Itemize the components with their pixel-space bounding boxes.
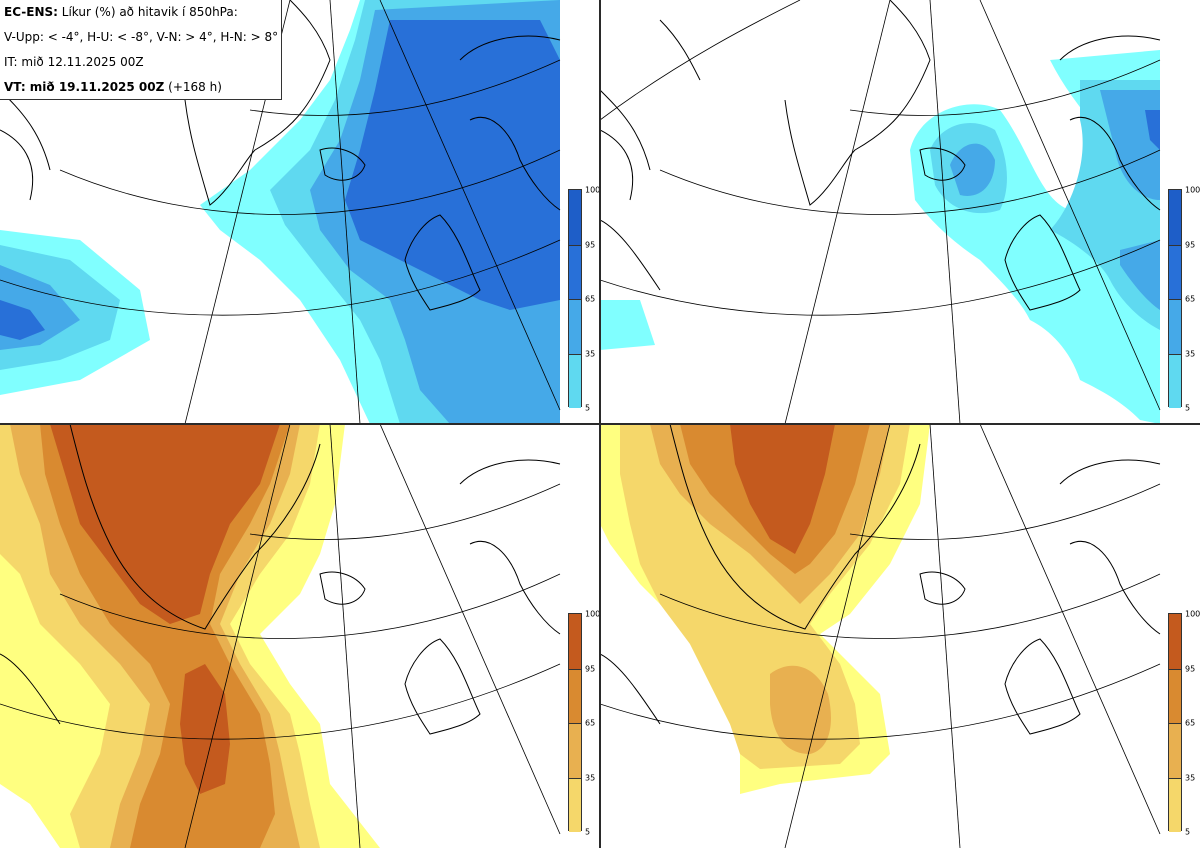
graticule [600,424,1161,848]
colorbar-segment [1169,244,1181,299]
graticule [0,0,561,424]
init-time-line: IT: mið 12.11.2025 00Z [4,55,144,69]
colorbar-tick-label: 95 [1185,240,1196,249]
colorbar-segment [569,299,581,354]
colorbar-tick-label: 65 [585,294,596,304]
graticule [0,424,561,848]
prob-region-95 [0,20,560,340]
probability-map-warm-plus4 [0,424,561,848]
valid-time-line: VT: mið 19.11.2025 00Z (+168 h) [4,75,281,100]
colorbar-tick-label: 95 [585,664,596,673]
colorbar-cold: 100 95 65 35 5 [1168,186,1200,413]
colorbar-segment [1169,190,1181,245]
probability-map-cold-minus4 [0,0,561,424]
colorbar-cold: 100 95 65 35 5 [568,186,600,413]
colorbar-segment [569,244,581,299]
colorbar-tick-label: 100 [585,185,600,195]
colorbar-tick-label: 35 [585,773,596,782]
probability-map-warm-plus8 [600,424,1161,848]
panel-divider-horizontal [0,423,1200,425]
colorbar-segment [569,723,581,778]
colorbar-tick-label: 95 [585,240,596,249]
info-box: EC-ENS: Líkur (%) að hitavik í 850hPa: V… [0,0,282,100]
colorbar-tick-label: 35 [1185,773,1196,782]
graticule [600,0,1161,424]
map-panel-warm-plus4: 100 95 65 35 5 [0,424,600,848]
coastlines [600,424,1161,735]
colorbar-tick-label: 100 [1185,185,1200,195]
colorbar-tick-label: 5 [585,403,591,413]
thresholds-line: V-Upp: < -4°, H-U: < -8°, V-N: > 4°, H-N… [4,30,279,44]
colorbar-segment [569,668,581,723]
prob-region-65 [950,90,1160,310]
colorbar-segment [569,353,581,408]
prob-region-35 [930,80,1160,330]
colorbar-segment [1169,353,1181,408]
prob-region-95 [1145,110,1160,150]
colorbar-segment [1169,668,1181,723]
model-label: EC-ENS: [4,5,58,19]
coastlines [600,0,1161,311]
map-panel-warm-plus8: 100 95 65 35 5 [600,424,1200,848]
coastlines [0,0,561,311]
colorbar-tick-label: 95 [1185,664,1196,673]
prob-region-100 [730,424,835,554]
colorbar-tick-label: 5 [1185,827,1191,837]
colorbar-tick-label: 65 [585,718,596,728]
colorbar-tick-label: 35 [1185,349,1196,358]
colorbar-tick-label: 65 [1185,718,1196,728]
colorbar-tick-label: 5 [1185,403,1191,413]
colorbar-tick-label: 65 [1185,294,1196,304]
coastlines [0,424,561,735]
colorbar-segment [1169,777,1181,832]
valid-time-label: VT: mið 19.11.2025 00Z [4,80,165,94]
title-text: Líkur (%) að hitavik í 850hPa: [61,5,238,19]
colorbar-segment [569,614,581,669]
prob-region-5 [600,50,1160,424]
colorbar-segment [1169,299,1181,354]
colorbar-segment [569,190,581,245]
colorbar-tick-label: 100 [585,609,600,619]
colorbar-segment [1169,723,1181,778]
colorbar-tick-label: 100 [1185,609,1200,619]
map-panel-cold-minus4: EC-ENS: Líkur (%) að hitavik í 850hPa: V… [0,0,600,424]
lead-time: (+168 h) [168,80,222,94]
map-panel-cold-minus8: 100 95 65 35 5 [600,0,1200,424]
colorbar-segment [569,777,581,832]
title-line: EC-ENS: Líkur (%) að hitavik í 850hPa: [4,0,281,25]
probability-map-cold-minus8 [600,0,1161,424]
colorbar-tick-label: 5 [585,827,591,837]
colorbar-segment [1169,614,1181,669]
colorbar-warm: 100 95 65 35 5 [568,610,600,837]
colorbar-tick-label: 35 [585,349,596,358]
colorbar-warm: 100 95 65 35 5 [1168,610,1200,837]
